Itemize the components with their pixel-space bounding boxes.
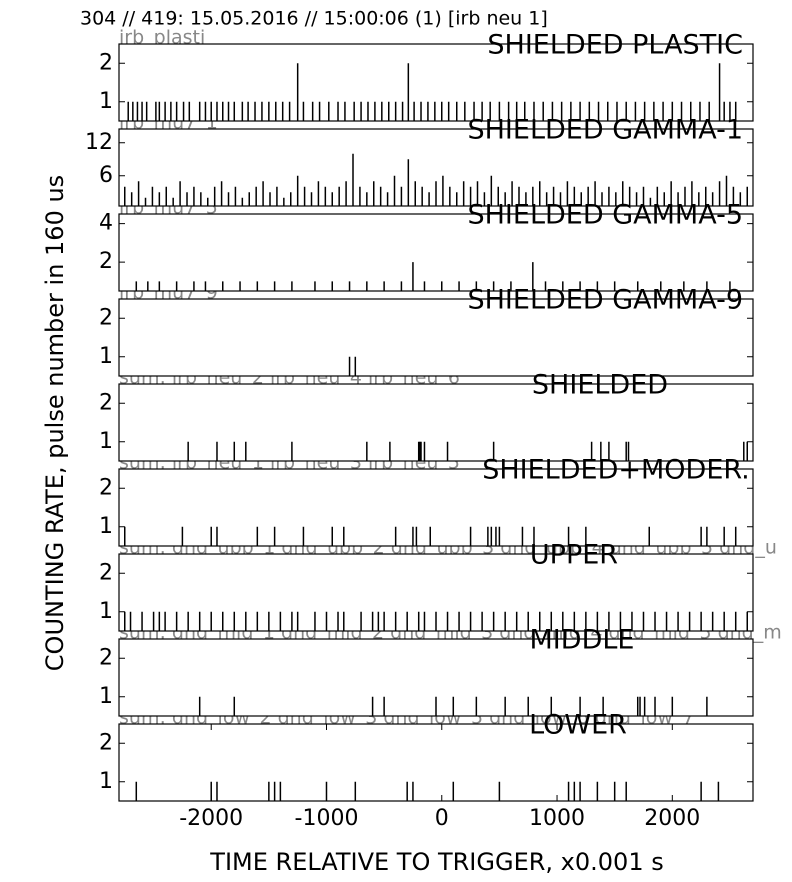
y-tick-label: 1	[99, 769, 113, 794]
panel-background	[119, 469, 753, 546]
panel-frame	[118, 468, 754, 547]
y-tick-label: 6	[99, 163, 113, 188]
panel-title: UPPER	[530, 540, 618, 571]
panel-frame	[118, 553, 754, 632]
panel-title: SHIELDED GAMMA-9	[467, 285, 743, 316]
panel-title: SHIELDED PLASTIC	[487, 30, 743, 61]
x-axis-label: TIME RELATIVE TO TRIGGER, x0.001 s	[209, 848, 663, 876]
panel-background	[119, 384, 753, 461]
panel-title: SHIELDED GAMMA-1	[467, 115, 743, 146]
panel-title: SHIELDED	[532, 370, 668, 401]
panel-title: LOWER	[529, 710, 627, 741]
y-tick-label: 2	[99, 645, 113, 670]
y-tick-label: 1	[99, 429, 113, 454]
y-tick-label: 2	[99, 730, 113, 755]
panel-frame	[118, 128, 754, 207]
y-tick-label: 2	[99, 475, 113, 500]
y-tick-label: 4	[99, 211, 113, 236]
x-tick-label: -1000	[295, 806, 359, 831]
y-tick-label: 2	[99, 50, 113, 75]
y-tick-label: 2	[99, 305, 113, 330]
panel-subtitle: irb_plasti	[119, 27, 205, 49]
panel-frame	[118, 298, 754, 377]
panel-background	[119, 44, 753, 121]
panel-frame	[118, 43, 754, 122]
panel-frame	[118, 723, 754, 802]
panel-background	[119, 214, 753, 291]
panel-frame	[118, 213, 754, 292]
y-tick-label: 1	[99, 599, 113, 624]
y-tick-label: 12	[85, 130, 113, 155]
panel-background	[119, 299, 753, 376]
panel-background	[119, 724, 753, 801]
y-tick-label: 1	[99, 684, 113, 709]
panel-frame	[118, 638, 754, 717]
panel-title: MIDDLE	[530, 625, 635, 656]
x-tick-label: 0	[435, 806, 449, 831]
panel-title: SHIELDED+MODER.	[482, 455, 750, 486]
y-tick-label: 1	[99, 89, 113, 114]
x-tick-label: -2000	[179, 806, 243, 831]
y-tick-label: 1	[99, 344, 113, 369]
y-tick-label: 2	[99, 390, 113, 415]
y-tick-label: 2	[99, 249, 113, 274]
y-axis-label: COUNTING RATE, pulse number in 160 us	[41, 175, 69, 671]
panel-title: SHIELDED GAMMA-5	[467, 200, 743, 231]
x-tick-label: 2000	[644, 806, 700, 831]
x-tick-label: 1000	[529, 806, 585, 831]
y-tick-label: 1	[99, 514, 113, 539]
panel-frame	[118, 383, 754, 462]
y-tick-label: 2	[99, 560, 113, 585]
header: 304 // 419: 15.05.2016 // 15:00:06 (1) […	[80, 8, 548, 30]
